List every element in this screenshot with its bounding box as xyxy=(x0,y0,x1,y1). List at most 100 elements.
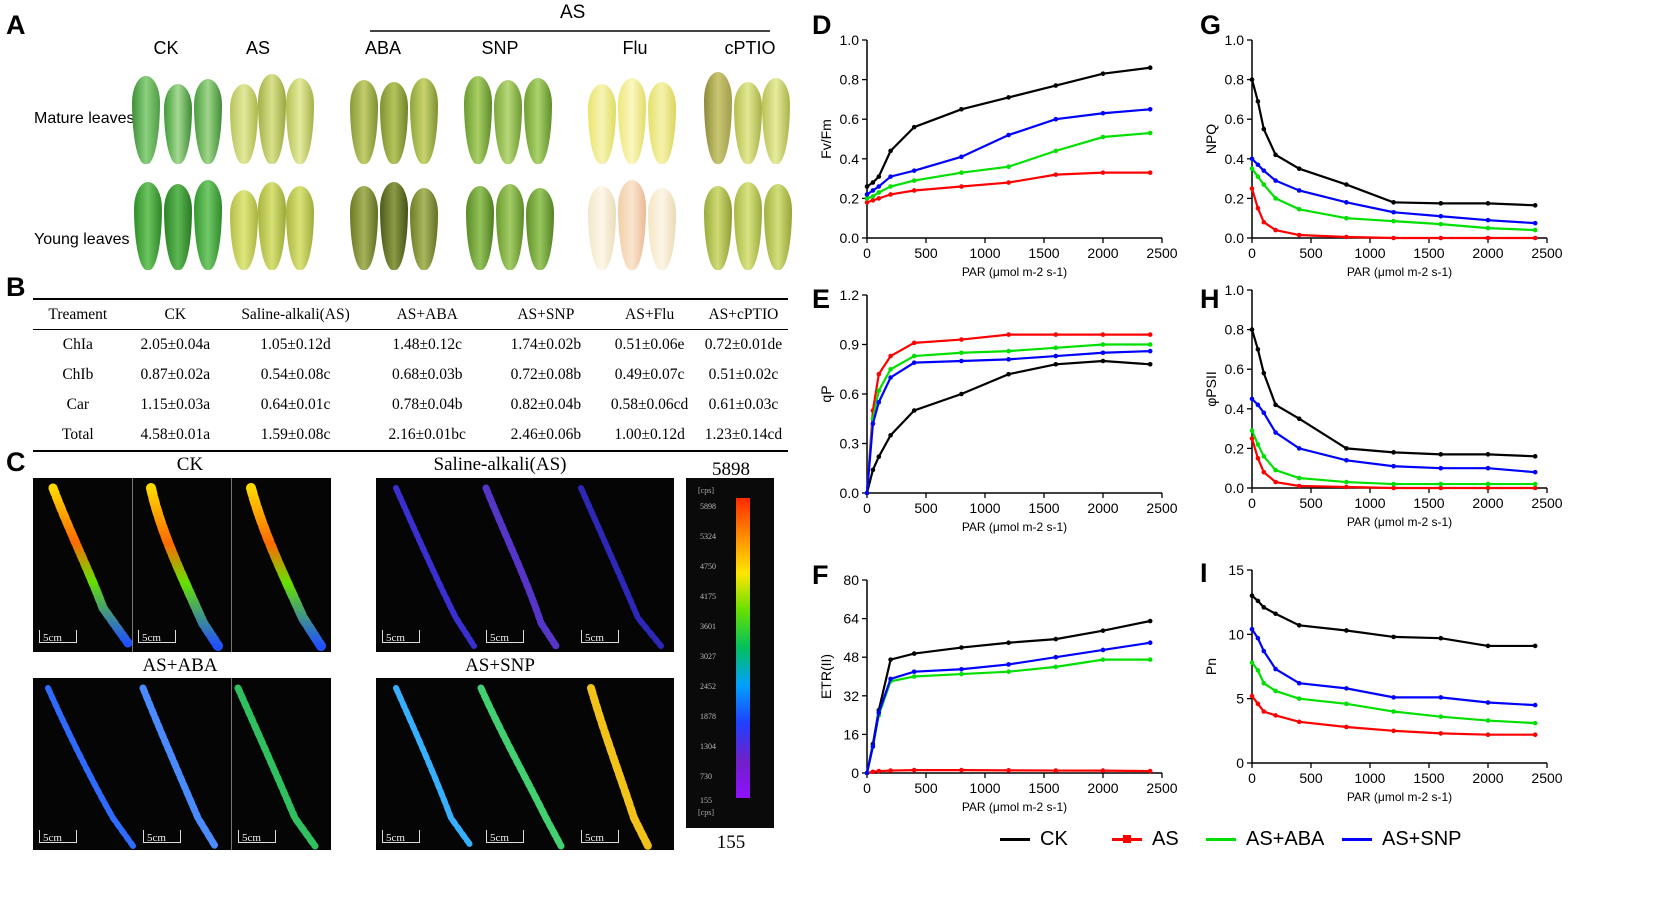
y-tick-label: 0.4 xyxy=(840,151,860,167)
as-group-line xyxy=(370,30,770,32)
panel-letter-c: C xyxy=(6,447,26,477)
data-point xyxy=(911,669,917,674)
data-point xyxy=(1296,232,1302,238)
data-point xyxy=(864,184,870,189)
data-point xyxy=(1438,465,1444,471)
legend-label: AS+ABA xyxy=(1246,827,1325,850)
data-point xyxy=(1273,402,1278,408)
data-point xyxy=(1053,636,1059,642)
data-point xyxy=(1485,481,1491,487)
x-tick-label: 500 xyxy=(1299,770,1323,786)
data-point xyxy=(1438,481,1444,487)
x-tick-label: 0 xyxy=(863,500,871,516)
data-point xyxy=(1273,611,1278,617)
data-point xyxy=(1006,662,1011,667)
x-tick-label: 0 xyxy=(1248,770,1256,786)
row-label-mature: Mature leaves xyxy=(34,110,135,127)
data-point xyxy=(1273,196,1278,201)
data-point xyxy=(1147,332,1153,337)
y-tick-label: 0.0 xyxy=(840,230,860,246)
scale-bar-label: 5cm xyxy=(142,632,161,644)
data-point xyxy=(959,391,964,397)
table-cell: Car xyxy=(66,396,90,413)
y-tick-label: 0.8 xyxy=(1225,72,1245,88)
y-tick-label: 64 xyxy=(843,611,859,627)
data-point xyxy=(911,651,917,656)
data-point xyxy=(888,353,893,359)
data-point xyxy=(1100,110,1106,116)
data-point xyxy=(1255,162,1261,168)
legend-item-ck: CK xyxy=(1000,824,1068,854)
data-point xyxy=(1273,430,1278,435)
colorbar-tick: 1878 xyxy=(700,712,716,721)
data-point xyxy=(876,399,882,405)
table-cell: 0.64±0.01c xyxy=(260,396,331,413)
legend-swatch xyxy=(1000,837,1030,841)
table-header: AS+ABA xyxy=(363,298,492,330)
data-point xyxy=(1344,446,1349,451)
data-point xyxy=(1532,220,1538,226)
data-point xyxy=(1255,99,1261,104)
leaf-photo-ck-young xyxy=(130,178,248,270)
data-point xyxy=(1532,481,1538,487)
data-point xyxy=(959,107,964,112)
data-point xyxy=(959,350,964,356)
scale-bar xyxy=(39,830,77,843)
data-point xyxy=(1391,200,1396,205)
table-cell: 2.05±0.04a xyxy=(140,336,211,353)
data-point xyxy=(1438,731,1444,736)
data-point xyxy=(911,188,917,193)
table-row: ChIb 0.87±0.02a 0.54±0.08c 0.68±0.03b 0.… xyxy=(33,360,788,390)
scale-bar xyxy=(138,630,176,643)
data-point xyxy=(959,767,964,773)
series-line-ck xyxy=(1250,79,1536,207)
data-point xyxy=(1532,643,1538,649)
data-point xyxy=(1147,342,1153,347)
x-tick-label: 1500 xyxy=(1028,780,1059,796)
y-tick-label: 0.6 xyxy=(840,386,860,402)
data-point xyxy=(1249,396,1255,402)
y-axis-label: Pn xyxy=(1203,658,1219,675)
data-point xyxy=(1255,598,1261,604)
scale-bar xyxy=(238,830,276,843)
data-point xyxy=(1261,219,1267,225)
x-tick-label: 0 xyxy=(1248,245,1256,261)
x-tick-label: 2000 xyxy=(1472,770,1503,786)
x-axis-label: PAR (μmol m-2 s-1) xyxy=(1347,790,1452,804)
data-point xyxy=(1261,370,1267,376)
data-point xyxy=(911,360,917,365)
data-point xyxy=(876,190,882,195)
data-point xyxy=(1296,188,1302,193)
data-point xyxy=(888,657,893,662)
leaf-photo-ck-mature xyxy=(130,72,248,164)
series-line-as-snp xyxy=(865,350,1151,494)
data-point xyxy=(1391,695,1396,700)
data-point xyxy=(1438,695,1444,700)
data-point xyxy=(1006,357,1011,362)
data-point xyxy=(1006,180,1011,185)
scale-bar-label: 5cm xyxy=(43,632,62,644)
leaf-photo-aba-young xyxy=(348,178,466,270)
data-point xyxy=(1485,485,1491,491)
data-point xyxy=(1273,666,1278,672)
y-tick-label: 0.6 xyxy=(1225,361,1245,377)
table-header: AS+cPTIO xyxy=(698,298,788,330)
series-line-as xyxy=(1250,188,1536,240)
data-point xyxy=(870,188,876,193)
data-point xyxy=(888,184,893,189)
data-point xyxy=(1100,657,1106,662)
table-cell: 0.49±0.07c xyxy=(614,366,685,383)
data-point xyxy=(1391,634,1396,640)
data-point xyxy=(1006,164,1011,170)
x-axis-label: PAR (μmol m-2 s-1) xyxy=(962,265,1067,279)
x-tick-label: 0 xyxy=(1248,495,1256,511)
table-cell: 2.16±0.01bc xyxy=(363,420,492,452)
data-point xyxy=(1485,643,1491,649)
data-point xyxy=(870,467,876,473)
y-tick-label: 80 xyxy=(843,572,859,588)
x-tick-label: 1500 xyxy=(1413,245,1444,261)
scale-bar-label: 5cm xyxy=(490,832,509,844)
x-tick-label: 500 xyxy=(914,245,938,261)
data-point xyxy=(1249,77,1255,82)
image-divider xyxy=(132,478,133,652)
